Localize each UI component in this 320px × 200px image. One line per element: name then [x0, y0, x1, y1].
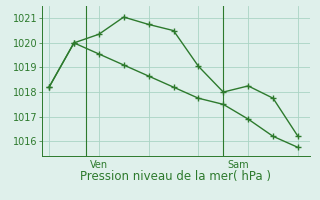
Text: Sam: Sam — [227, 160, 249, 170]
X-axis label: Pression niveau de la mer( hPa ): Pression niveau de la mer( hPa ) — [81, 170, 271, 183]
Text: Ven: Ven — [90, 160, 108, 170]
